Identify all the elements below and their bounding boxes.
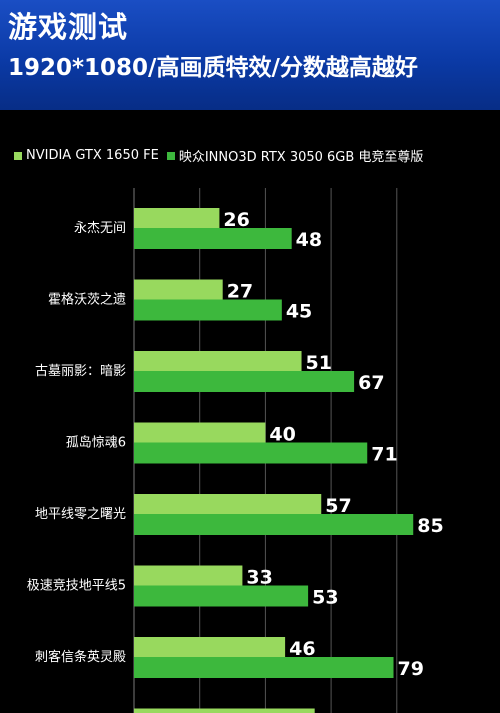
bar-gtx1650: [134, 565, 243, 587]
bar-gtx1650: [134, 494, 322, 515]
category-label: 孤岛惊魂6: [66, 435, 126, 451]
bar-gtx1650: [134, 422, 266, 444]
data-label: 45: [286, 301, 312, 323]
category-label: 极速竞技地平线5: [27, 578, 126, 594]
category-label: 古墓丽影：暗影: [35, 364, 126, 379]
category-label: 霍格沃茨之遗: [48, 292, 126, 308]
data-label: 51: [306, 352, 332, 374]
bar-rtx3050: [134, 442, 368, 464]
bar-rtx3050: [134, 228, 292, 249]
legend-label-series2: 映众INNO3D RTX 3050 6GB 电竞至尊版: [178, 150, 424, 165]
bar-gtx1650: [134, 708, 315, 713]
data-label: 85: [417, 515, 443, 537]
chart-subtitle: 1920*1080/高画质特效/分数越高越好: [8, 55, 418, 81]
data-label: 26: [223, 209, 249, 231]
category-label: 地平线零之曙光: [35, 507, 126, 522]
bar-rtx3050: [134, 514, 414, 535]
bar-rtx3050: [134, 299, 282, 321]
data-label: 46: [289, 638, 315, 660]
bar-rtx3050: [134, 371, 355, 392]
bar-gtx1650: [134, 208, 220, 229]
chart-header: 游戏测试 1920*1080/高画质特效/分数越高越好: [0, 0, 500, 110]
data-label: 57: [325, 495, 351, 517]
category-label: 永杰无间: [74, 221, 126, 236]
chart-title: 游戏测试: [8, 10, 129, 44]
bar-gtx1650: [134, 637, 286, 658]
legend-label-series1: NVIDIA GTX 1650 FE: [26, 148, 159, 163]
data-label: 40: [269, 424, 295, 446]
legend-swatch-series2: [166, 151, 175, 160]
bar-gtx1650: [134, 279, 223, 301]
data-label: 79: [398, 658, 424, 680]
data-label: 48: [296, 229, 322, 251]
bar-rtx3050: [134, 657, 394, 678]
category-label: 刺客信条英灵殿: [35, 649, 126, 665]
bar-rtx3050: [134, 585, 309, 607]
legend-swatch-series1: [14, 151, 22, 160]
chart-legend: NVIDIA GTX 1650 FE 映众INNO3D RTX 3050 6GB…: [14, 146, 431, 165]
data-label: 67: [358, 372, 384, 394]
data-label: 53: [312, 587, 338, 609]
data-label: 33: [246, 567, 272, 589]
bar-gtx1650: [134, 351, 302, 372]
data-label: 71: [371, 444, 397, 466]
legend-item-series2: 映众INNO3D RTX 3050 6GB 电竞至尊版: [166, 146, 424, 165]
legend-item-series1: NVIDIA GTX 1650 FE: [14, 148, 159, 163]
data-label: 27: [227, 281, 253, 303]
